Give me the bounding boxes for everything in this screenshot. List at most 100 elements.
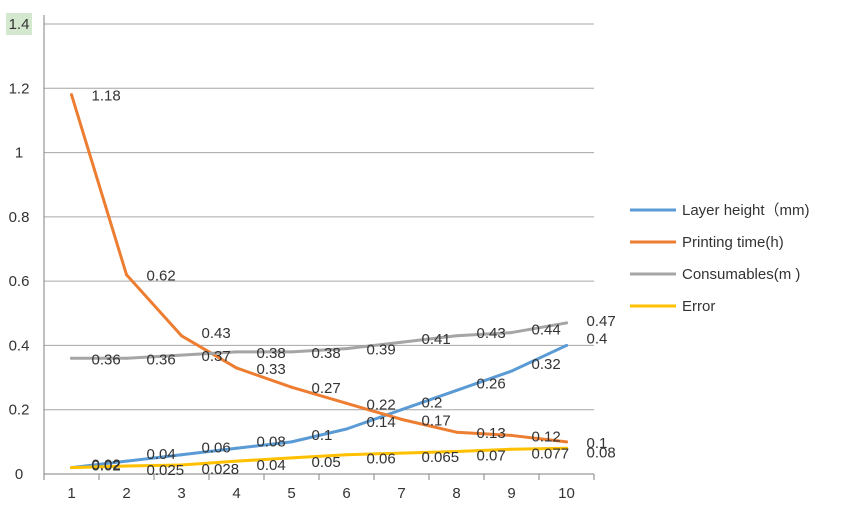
data-label: 0.37 xyxy=(202,348,231,365)
y-axis-top-label-highlight xyxy=(6,13,32,35)
data-label: 0.43 xyxy=(477,325,506,342)
data-point xyxy=(345,347,348,351)
data-label: 0.06 xyxy=(202,440,231,457)
data-label: 0.32 xyxy=(532,356,561,373)
data-label: 0.38 xyxy=(312,345,341,362)
y-tick-label: 0.2 xyxy=(9,402,30,419)
data-point xyxy=(510,433,513,437)
data-point xyxy=(125,273,128,277)
data-label: 0.39 xyxy=(367,342,396,359)
y-tick-label: 1 xyxy=(15,145,23,162)
data-label: 0.02 xyxy=(92,457,121,474)
y-tick-label: 0 xyxy=(15,466,23,483)
legend: Layer height（mm) Printing time(h) Consumab… xyxy=(630,202,810,315)
y-tick-label: 0.4 xyxy=(9,337,30,354)
data-label: 0.33 xyxy=(257,361,286,378)
data-point xyxy=(345,427,348,431)
series-lines xyxy=(70,93,568,470)
data-point xyxy=(455,388,458,392)
data-label: 0.2 xyxy=(422,395,443,412)
data-point xyxy=(235,459,238,463)
data-point xyxy=(510,369,513,373)
data-point xyxy=(125,459,128,463)
x-tick-label: 10 xyxy=(558,485,575,502)
legend-label: Layer height（mm) xyxy=(682,202,810,219)
series-line-2 xyxy=(70,321,568,360)
x-axis-ticks: 1 2 3 4 5 6 7 8 9 10 xyxy=(67,485,575,502)
data-point xyxy=(180,353,183,357)
x-tick-label: 7 xyxy=(397,485,405,502)
data-label: 0.36 xyxy=(92,351,121,368)
data-point xyxy=(180,463,183,467)
data-point xyxy=(400,417,403,421)
data-label: 0.05 xyxy=(312,454,341,471)
data-point xyxy=(455,334,458,338)
x-tick-label: 9 xyxy=(507,485,515,502)
data-point xyxy=(565,343,568,347)
data-label: 0.38 xyxy=(257,345,286,362)
y-axis-ticks: 0 0.2 0.4 0.6 0.8 1 1.2 1.4 xyxy=(9,16,30,483)
data-label: 0.44 xyxy=(532,322,561,339)
data-point xyxy=(180,453,183,457)
series-line-0 xyxy=(70,343,568,470)
data-point xyxy=(345,401,348,405)
x-tick-label: 6 xyxy=(342,485,350,502)
data-point xyxy=(70,93,73,97)
data-point xyxy=(290,440,293,444)
data-label: 0.62 xyxy=(147,268,176,285)
data-point xyxy=(235,366,238,370)
data-label: 0.4 xyxy=(587,330,608,347)
data-label: 0.04 xyxy=(257,457,286,474)
x-tick-label: 1 xyxy=(67,485,75,502)
data-point xyxy=(125,464,128,468)
data-label: 0.04 xyxy=(147,446,176,463)
data-label: 0.08 xyxy=(587,444,616,461)
legend-label: Error xyxy=(682,298,715,315)
data-point xyxy=(565,321,568,325)
data-label: 0.1 xyxy=(312,427,333,444)
data-label: 0.02 xyxy=(92,458,121,475)
data-label: 0.025 xyxy=(147,462,185,479)
data-point xyxy=(510,331,513,335)
data-point xyxy=(235,446,238,450)
data-label: 0.41 xyxy=(422,331,451,348)
data-point xyxy=(400,340,403,344)
data-point xyxy=(345,453,348,457)
data-point xyxy=(290,456,293,460)
data-label: 0.07 xyxy=(477,448,506,465)
data-label: 0.22 xyxy=(367,396,396,413)
data-label: 0.06 xyxy=(367,451,396,468)
data-label: 0.028 xyxy=(202,461,240,478)
y-tick-label: 0.6 xyxy=(9,273,30,290)
y-tick-label: 1.4 xyxy=(9,16,30,33)
data-label: 0.17 xyxy=(422,412,451,429)
data-label: 0.47 xyxy=(587,313,616,330)
data-point xyxy=(180,334,183,338)
x-tick-label: 8 xyxy=(452,485,460,502)
data-point xyxy=(290,350,293,354)
legend-label: Consumables(m ) xyxy=(682,266,800,283)
data-point xyxy=(510,447,513,451)
data-point xyxy=(455,430,458,434)
data-label: 0.36 xyxy=(147,351,176,368)
data-label: 0.065 xyxy=(422,449,460,466)
series-line-1 xyxy=(70,93,568,444)
series-line-3 xyxy=(70,446,568,470)
data-point xyxy=(70,356,73,360)
y-tick-label: 1.2 xyxy=(9,80,30,97)
data-point xyxy=(400,451,403,455)
data-label: 1.18 xyxy=(92,88,121,105)
data-label: 0.13 xyxy=(477,425,506,442)
data-label: 0.08 xyxy=(257,433,286,450)
data-label: 0.077 xyxy=(532,445,570,462)
data-point xyxy=(235,350,238,354)
x-tick-label: 3 xyxy=(177,485,185,502)
data-point xyxy=(565,440,568,444)
data-label: 0.1 xyxy=(587,435,608,452)
data-labels: 0.020.04 0.06 0.08 0.10.140.20.260.320.41.1… xyxy=(92,88,616,479)
data-point xyxy=(290,385,293,389)
data-label: 0.26 xyxy=(477,375,506,392)
data-label: 0.12 xyxy=(532,428,561,445)
data-point xyxy=(70,466,73,470)
